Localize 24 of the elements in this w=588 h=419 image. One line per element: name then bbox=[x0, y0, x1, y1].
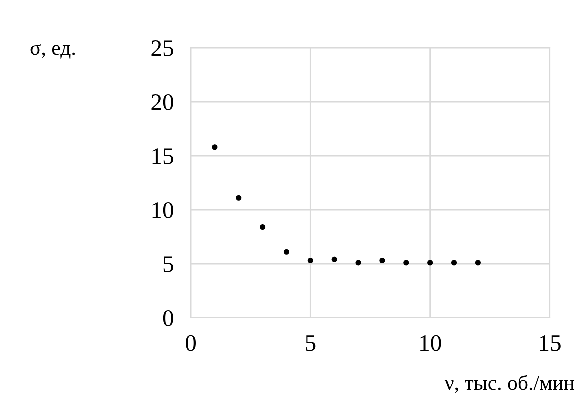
x-tick-label: 5 bbox=[306, 336, 316, 352]
y-tick-label: 25 bbox=[152, 40, 174, 56]
x-tick-label: 10 bbox=[420, 335, 442, 352]
point bbox=[356, 260, 362, 266]
point bbox=[380, 258, 386, 264]
y-tick-label: 10 bbox=[152, 202, 174, 218]
y-tick-label: 5 bbox=[164, 256, 174, 272]
point bbox=[332, 256, 338, 262]
y-axis-title: σ, ед. bbox=[30, 44, 76, 60]
x-axis-title: ν, тыс. об./мин bbox=[444, 375, 575, 394]
x-tick-label: 0 bbox=[186, 335, 196, 352]
point bbox=[428, 260, 434, 266]
y-tick-label: 15 bbox=[152, 148, 174, 164]
y-tick-label: 20 bbox=[152, 94, 174, 110]
point bbox=[236, 195, 242, 201]
point bbox=[404, 260, 410, 266]
point bbox=[284, 249, 290, 255]
x-tick-label: 15 bbox=[540, 335, 561, 352]
point bbox=[212, 144, 218, 150]
point bbox=[308, 258, 314, 264]
point bbox=[260, 224, 266, 230]
point bbox=[475, 260, 481, 266]
y-tick-label: 0 bbox=[163, 310, 174, 326]
point bbox=[451, 260, 458, 266]
